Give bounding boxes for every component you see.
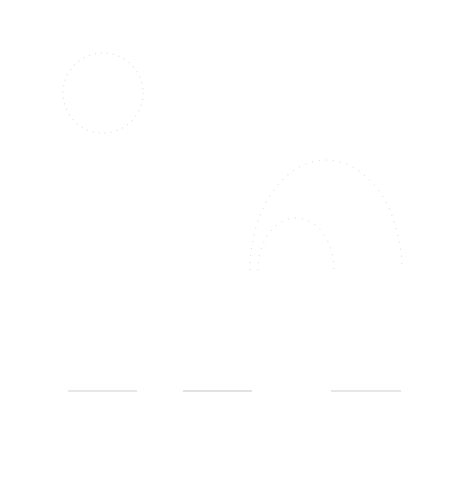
small-hill-icon	[257, 217, 335, 271]
sun-icon	[62, 52, 144, 134]
large-hill-icon	[249, 159, 403, 271]
